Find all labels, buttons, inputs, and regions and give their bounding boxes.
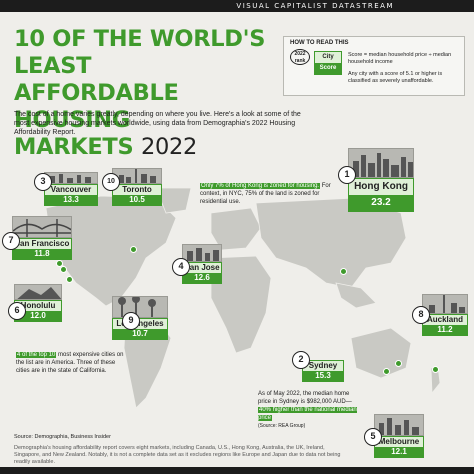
losangeles-city-name: Los Angeles — [113, 319, 167, 329]
pin-sydney — [395, 360, 402, 367]
sydney-label: Sydney 15.3 — [302, 360, 344, 382]
legend-explanation-score: Score = median household price ÷ median … — [348, 52, 452, 65]
melbourne-city-name: Melbourne — [375, 437, 423, 447]
footer-disclaimer: Demographia's housing affordability repo… — [14, 445, 341, 465]
auckland-city-name: Auckland — [423, 315, 467, 325]
losangeles-score: 10.7 — [113, 329, 167, 339]
sanfrancisco-score: 11.8 — [13, 249, 71, 259]
rank-badge-2: 2 — [292, 351, 310, 369]
losangeles-photo — [112, 296, 168, 318]
legend-box: HOW TO READ THIS 2022 rank City Score Sc… — [283, 36, 465, 96]
legend-explanation-threshold: Any city with a score of 5.1 or higher i… — [348, 71, 443, 84]
sydney-score: 15.3 — [303, 371, 343, 381]
rank-badge-4: 4 — [172, 258, 190, 276]
toronto-score: 10.5 — [113, 195, 161, 205]
sanfrancisco-label: San Francisco 11.8 — [12, 238, 72, 260]
sanfrancisco-city-name: San Francisco — [13, 239, 71, 249]
legend-score-label: Score — [315, 63, 341, 74]
hongkong-photo — [348, 148, 414, 178]
melbourne-score: 12.1 — [375, 447, 423, 457]
legend-heading: HOW TO READ THIS — [290, 40, 349, 46]
hongkong-note-text: For context, in NYC, 75% of the land is … — [200, 183, 331, 205]
america-note-text: most expensive cities on the list are in… — [16, 352, 124, 374]
vancouver-city-name: Vancouver — [45, 185, 97, 195]
pin-hongkong — [340, 268, 347, 275]
greenland-shape — [155, 188, 192, 214]
legend-rank-badge: 2022 rank — [290, 49, 310, 65]
hongkong-city-name: Hong Kong — [349, 179, 413, 195]
hongkong-note-highlight: Only 7% of Hong Kong is zoned for housin… — [200, 183, 321, 189]
title-line-3: MARKETS 2022 — [14, 134, 284, 161]
sanjose-score: 12.6 — [183, 273, 221, 283]
hongkong-label: Hong Kong 23.2 — [348, 178, 414, 212]
pin-auckland — [432, 366, 439, 373]
southeast-asia-shape — [335, 282, 377, 309]
rank-badge-3: 3 — [34, 173, 52, 191]
vancouver-label: Vancouver 13.3 — [44, 184, 98, 206]
intro-text: The cost of a home varies greatly, depen… — [14, 111, 301, 136]
melbourne-label: Melbourne 12.1 — [374, 436, 424, 458]
hongkong-note: Only 7% of Hong Kong is zoned for housin… — [200, 182, 340, 206]
melbourne-photo — [374, 414, 424, 436]
sydney-city-name: Sydney — [303, 361, 343, 371]
vancouver-score: 13.3 — [45, 195, 97, 205]
losangeles-label: Los Angeles 10.7 — [112, 318, 168, 340]
rank-badge-7: 7 — [2, 232, 20, 250]
rank-badge-10: 10 — [102, 173, 120, 191]
top-bar: VISUAL CAPITALIST DATASTREAM — [0, 0, 474, 12]
america-note-highlight: 4 of the top 10 — [16, 352, 57, 358]
legend-city-label: City — [315, 52, 341, 63]
africa-shape — [210, 255, 272, 354]
pin-losangeles — [66, 276, 73, 283]
rank-badge-6: 6 — [8, 302, 26, 320]
auckland-label: Auckland 11.2 — [422, 314, 468, 336]
world-map — [45, 188, 441, 409]
auckland-photo — [422, 294, 468, 314]
pin-toronto — [130, 246, 137, 253]
page-title: 10 OF THE WORLD'S LEAST AFFORDABLE HOUSI… — [14, 26, 284, 161]
title-year: 2022 — [140, 134, 197, 160]
sydney-note: As of May 2022, the median home price in… — [258, 390, 364, 430]
rank-badge-1: 1 — [338, 166, 356, 184]
honolulu-city-name: Honolulu — [15, 301, 61, 311]
footer: Source: Demographia, Business Insider De… — [14, 434, 344, 466]
rank-badge-8: 8 — [412, 306, 430, 324]
brand-label: VISUAL CAPITALIST DATASTREAM — [236, 2, 394, 10]
hongkong-score: 23.2 — [349, 195, 413, 211]
title-line-2: AFFORDABLE HOUSING — [14, 80, 179, 133]
rank-badge-5: 5 — [364, 428, 382, 446]
sydney-note-highlight: 40% higher than the national median pric… — [258, 407, 357, 421]
pin-sanjose — [60, 266, 67, 273]
legend-city-box: City Score — [314, 51, 342, 75]
toronto-city-name: Toronto — [113, 185, 161, 195]
title-markets: MARKETS — [14, 134, 134, 160]
title-line-1: 10 OF THE WORLD'S LEAST — [14, 26, 266, 79]
vancouver-photo — [44, 172, 98, 184]
pin-sanfrancisco — [56, 260, 63, 267]
honolulu-photo — [14, 284, 62, 300]
sanfrancisco-photo — [12, 216, 72, 238]
auckland-score: 11.2 — [423, 325, 467, 335]
sanjose-photo — [182, 244, 222, 262]
pin-melbourne — [383, 368, 390, 375]
rank-badge-9: 9 — [122, 312, 140, 330]
australia-shape — [350, 327, 412, 379]
sydney-note-source: (Source: REA Group) — [258, 423, 306, 429]
footer-source: Source: Demographia, Business Insider — [14, 434, 111, 440]
sydney-note-text: As of May 2022, the median home price in… — [258, 391, 352, 405]
bottom-bar — [0, 467, 474, 474]
toronto-label: Toronto 10.5 — [112, 184, 162, 206]
sanjose-city-name: San Jose — [183, 263, 221, 273]
europe-shape — [210, 207, 262, 251]
america-note: 4 of the top 10 most expensive cities on… — [16, 351, 126, 375]
honolulu-score: 12.0 — [15, 311, 61, 321]
